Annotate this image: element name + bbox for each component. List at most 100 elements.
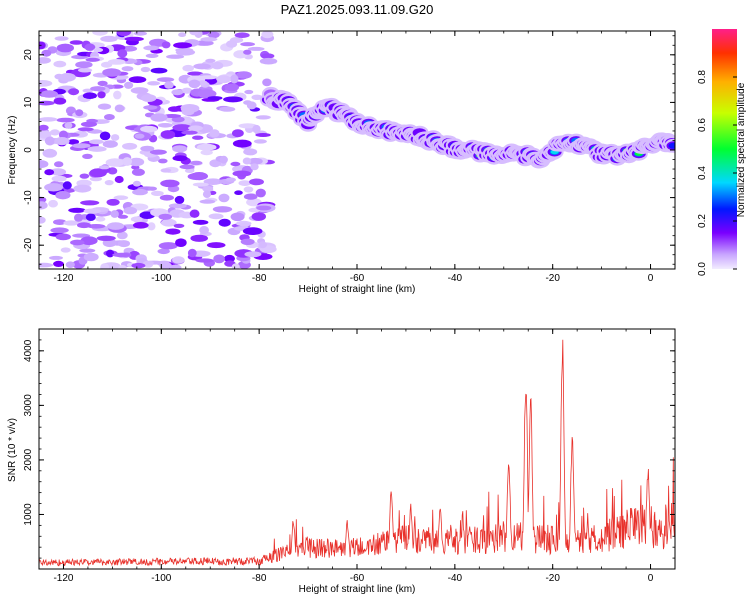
- spectrogram-noise-cell: [188, 125, 203, 131]
- spectrogram-noise-cell: [171, 116, 185, 123]
- spectrogram-noise-cell: [181, 87, 193, 94]
- spectrogram-noise-cell: [110, 210, 119, 218]
- spectrogram-noise-cell: [230, 212, 245, 222]
- spectrogram-noise-cell: [121, 66, 134, 72]
- spectrogram-noise-cell: [232, 129, 244, 138]
- x-tick-label: -80: [252, 573, 267, 584]
- spectrogram-noise-cell: [65, 261, 75, 269]
- spectrogram-noise-cell: [89, 176, 102, 182]
- spectrogram-noise-cell: [54, 161, 64, 168]
- spectrogram-noise-cell: [234, 32, 250, 38]
- spectrogram-noise-cell: [188, 79, 201, 89]
- spectrogram-noise-cell: [172, 145, 188, 153]
- spectrogram-noise-cell: [132, 188, 148, 196]
- spectrogram-noise-cell: [102, 140, 118, 148]
- spectrogram-noise-cell: [80, 236, 98, 246]
- spectrogram-noise-cell: [92, 31, 108, 36]
- spectrogram-noise-cell: [224, 254, 235, 263]
- spectrogram-noise-cell: [256, 205, 272, 211]
- spectrogram-noise-cell: [181, 107, 195, 116]
- spectrogram-noise-cell: [70, 239, 85, 246]
- spectrogram-noise-cell: [56, 117, 75, 123]
- spectrogram-noise-cell: [197, 89, 217, 99]
- spectrogram-noise-cell: [172, 124, 192, 132]
- spectrogram-noise-cell: [143, 45, 160, 51]
- spectrogram-noise-cell: [53, 219, 67, 226]
- spectrogram-noise-cell: [143, 260, 154, 265]
- spectrogram-noise-cell: [95, 216, 106, 222]
- x-tick-label: -40: [448, 573, 463, 584]
- spectrogram-noise-cell: [39, 124, 49, 131]
- spectrogram-noise-cell: [206, 242, 226, 249]
- spectrogram-noise-cell: [147, 81, 161, 86]
- spectrogram-noise-cell: [39, 80, 53, 87]
- spectrogram-noise-cell: [208, 213, 224, 220]
- spectrogram-noise-cell: [179, 164, 195, 170]
- spectrogram-noise-cell: [39, 160, 49, 169]
- spectrogram-noise-cell: [117, 240, 130, 248]
- spectrogram-cells: [39, 31, 675, 269]
- spectrogram-noise-cell: [203, 178, 223, 185]
- spectrogram-noise-cell: [168, 203, 187, 209]
- spectrogram-noise-cell: [62, 181, 72, 190]
- x-tick-label: -60: [350, 573, 365, 584]
- spectrogram-noise-cell: [39, 41, 46, 50]
- spectrogram-noise-cell: [107, 59, 126, 65]
- spectrogram-noise-cell: [213, 254, 225, 264]
- spectrogram-noise-cell: [235, 71, 252, 79]
- spectrogram-noise-cell: [85, 213, 96, 221]
- spectrogram-noise-cell: [219, 155, 228, 164]
- spectrogram-noise-cell: [259, 57, 278, 65]
- spectrogram-noise-cell: [160, 179, 180, 188]
- spectrogram-noise-cell: [104, 114, 115, 121]
- spectrogram-noise-cell: [39, 130, 52, 139]
- spectrogram-ridge-core: [668, 142, 675, 149]
- x-tick-label: -20: [545, 573, 560, 584]
- spectrogram-noise-cell: [218, 218, 231, 227]
- spectrogram-noise-cell: [140, 66, 151, 73]
- spectrogram-noise-cell: [252, 124, 261, 134]
- spectrogram-noise-cell: [79, 248, 96, 253]
- colorbar-tick-label: 0.8: [697, 70, 708, 84]
- spectrogram-noise-cell: [219, 106, 236, 112]
- spectrogram-noise-cell: [262, 78, 272, 87]
- spectrogram-noise-cell: [161, 41, 171, 49]
- spectrogram-noise-cell: [54, 36, 69, 41]
- spectrogram-noise-cell: [158, 242, 178, 250]
- spectrogram-noise-cell: [82, 92, 97, 99]
- spectrogram-noise-cell: [209, 129, 220, 138]
- spectrogram-noise-cell: [78, 67, 93, 73]
- spectrogram-noise-cell: [199, 226, 210, 235]
- spectrogram-noise-cell: [68, 88, 80, 96]
- spectrogram-noise-cell: [173, 223, 185, 228]
- spectrogram-noise-cell: [77, 222, 91, 229]
- spectrogram-noise-cell: [171, 89, 184, 96]
- snr-ylabel: SNR (10 * v/v): [7, 418, 18, 482]
- spectrogram-noise-cell: [49, 168, 67, 176]
- y-tick-label: 1000: [23, 503, 34, 526]
- spectrogram-noise-cell: [41, 49, 52, 57]
- spectrogram-noise-cell: [39, 201, 48, 210]
- spectrogram-noise-cell: [134, 133, 145, 139]
- spectrogram-noise-cell: [106, 249, 115, 258]
- spectrogram-noise-cell: [113, 90, 122, 100]
- spectrogram-noise-cell: [150, 113, 168, 122]
- spectrogram-noise-cell: [106, 198, 120, 206]
- spectrogram-noise-cell: [202, 190, 212, 198]
- spectrogram-ticks: -120 -100 -80 -60 -40 -20 0 20 10 0 -10 -20: [23, 31, 676, 284]
- spectrogram-noise-cell: [189, 209, 200, 218]
- spectrogram-noise-cell: [253, 139, 267, 144]
- spectrogram-noise-cell: [97, 103, 112, 110]
- spectrogram-noise-cell: [247, 157, 263, 165]
- spectrogram-ylabel: Frequency (Hz): [7, 116, 18, 185]
- spectrogram-noise-cell: [132, 180, 141, 187]
- spectrogram-noise-cell: [79, 173, 90, 179]
- snr-xlabel: Height of straight line (km): [299, 584, 416, 595]
- spectrogram-noise-cell: [168, 106, 181, 112]
- spectrogram-noise-cell: [156, 77, 175, 82]
- spectrogram-noise-cell: [184, 168, 195, 173]
- spectrogram-noise-cell: [53, 260, 64, 267]
- spectrogram-noise-cell: [246, 101, 257, 110]
- spectrogram-noise-cell: [244, 89, 254, 95]
- spectrogram-noise-cell: [131, 262, 146, 269]
